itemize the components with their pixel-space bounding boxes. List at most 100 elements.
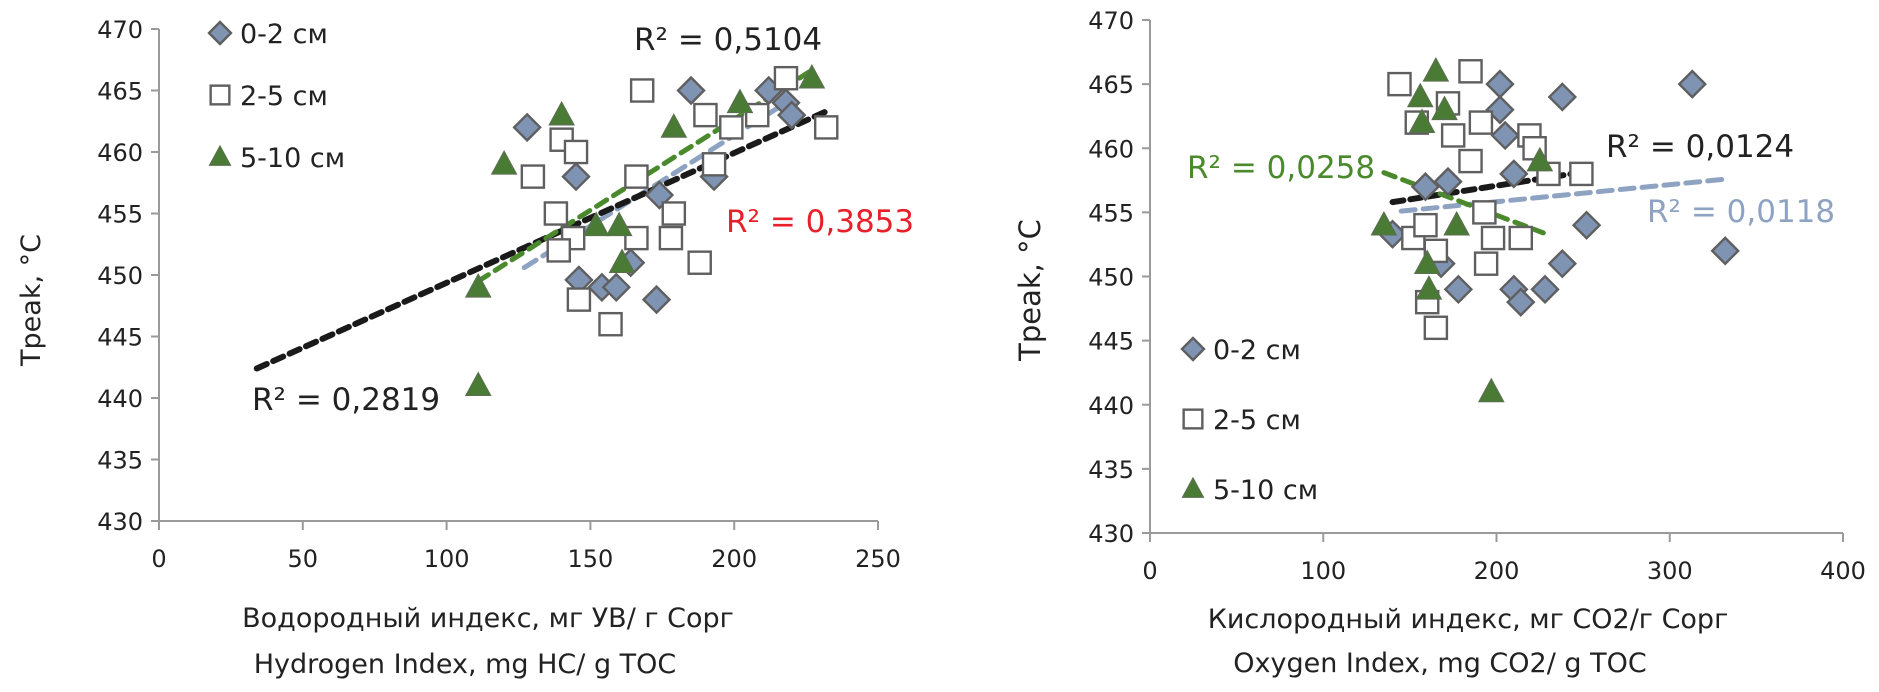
legend: 0-2 см 2-5 см 5-10 см xyxy=(207,19,345,174)
data-point-triangle xyxy=(605,211,633,237)
chart-oxygen-index: 430 435 440 445 450 455 460 465 470 0 100 200 300 400… xyxy=(1013,7,1866,679)
legend-label: 0-2 см xyxy=(1213,335,1301,366)
data-point-square xyxy=(1440,123,1466,148)
y-tick-label: 435 xyxy=(1088,456,1134,484)
data-point-square xyxy=(719,115,744,140)
legend-label: 5-10 см xyxy=(1213,475,1318,506)
y-tick-label: 470 xyxy=(1088,7,1134,35)
data-point-diamond xyxy=(1490,120,1520,151)
trendline-2-5-см xyxy=(253,108,830,372)
r2-label: R² = 0,3853 xyxy=(726,204,914,240)
legend-label: 2-5 см xyxy=(240,81,328,112)
data-point-square xyxy=(1387,71,1412,97)
data-point-square xyxy=(546,238,572,263)
data-point-square xyxy=(624,225,649,251)
y-axis-title: Tpeak, °C xyxy=(1013,219,1047,362)
data-point-diamond xyxy=(641,284,672,315)
r2-label: R² = 0,2819 xyxy=(252,382,440,418)
data-points xyxy=(464,63,839,397)
data-point-diamond xyxy=(676,75,706,106)
data-point-square xyxy=(598,311,623,337)
data-point-triangle xyxy=(464,273,492,298)
data-point-diamond xyxy=(1443,274,1474,305)
data-point-triangle xyxy=(798,63,826,89)
data-point-square xyxy=(566,287,592,312)
legend-marker-square xyxy=(1182,408,1204,430)
data-point-square xyxy=(701,152,727,177)
y-tick-label: 450 xyxy=(97,262,143,290)
legend: 0-2 см 2-5 см 5-10 см xyxy=(1180,335,1318,506)
data-point-triangle xyxy=(1422,57,1450,82)
y-tick-label: 445 xyxy=(1088,328,1134,356)
legend-item: 0-2 см xyxy=(1180,335,1301,366)
trendline-5-10-см xyxy=(1381,170,1546,236)
data-point-square xyxy=(1473,251,1499,276)
legend-marker-diamond xyxy=(1180,336,1206,362)
x-tick-label: 150 xyxy=(567,545,613,573)
y-tick-label: 465 xyxy=(97,78,143,106)
x-tick-label: 200 xyxy=(1474,557,1520,585)
x-axis-title: Кислородный индекс, мг CO2/г Сорг xyxy=(1208,604,1729,635)
y-tick-label: 455 xyxy=(1088,199,1134,227)
y-tick-label: 460 xyxy=(1088,135,1134,163)
x-tick-label: 100 xyxy=(424,545,470,573)
y-tick-label: 440 xyxy=(97,385,143,413)
chart-hydrogen-index: 430 435 440 445 450 455 460 465 470 0 50 100 150 200 2… xyxy=(16,16,914,680)
x-tick-label: 250 xyxy=(855,545,901,573)
y-tick-label: 465 xyxy=(1088,71,1134,99)
legend-marker-triangle xyxy=(208,144,232,166)
data-point-square xyxy=(520,164,546,189)
data-point-square xyxy=(1413,212,1438,238)
data-point-diamond xyxy=(1499,159,1529,189)
data-point-square xyxy=(1458,59,1483,84)
r2-label: R² = 0,0258 xyxy=(1187,150,1375,186)
legend-marker-triangle xyxy=(1181,476,1205,498)
x-tick-label: 50 xyxy=(288,545,319,573)
legend-label: 0-2 см xyxy=(240,19,328,50)
legend-item: 0-2 см xyxy=(207,19,328,50)
r2-labels: R² = 0,0118 R² = 0,0124 R² = 0,0258 xyxy=(1187,129,1835,230)
r2-labels: R² = 0,3853 R² = 0,2819 R² = 0,5104 xyxy=(252,22,914,418)
y-tick-label: 455 xyxy=(97,201,143,229)
legend-label: 2-5 см xyxy=(1213,405,1301,436)
legend-item: 5-10 см xyxy=(1181,475,1318,506)
data-point-diamond xyxy=(1506,287,1536,317)
y-axis-title: Tpeak, °C xyxy=(16,234,47,367)
data-point-diamond xyxy=(512,112,542,143)
data-point-diamond xyxy=(1433,166,1463,197)
data-point-square xyxy=(773,65,799,91)
y-tick-label: 435 xyxy=(97,447,143,475)
legend-marker-square xyxy=(209,84,231,106)
x-tick-label: 0 xyxy=(1142,557,1157,585)
data-point-square xyxy=(744,102,770,128)
axes: 430 435 440 445 450 455 460 465 470 0 50 100 150 200 2… xyxy=(97,16,901,573)
data-point-diamond xyxy=(1485,95,1515,125)
data-point-triangle xyxy=(464,371,492,397)
data-point-diamond xyxy=(1485,69,1515,99)
data-point-triangle xyxy=(1526,146,1554,172)
x-axis-title-en: Oxygen Index, mg CO2/ g TOC xyxy=(1233,648,1646,679)
data-point-square xyxy=(1468,110,1494,135)
data-point-triangle xyxy=(1406,82,1434,108)
data-point-triangle xyxy=(660,113,688,138)
y-tick-label: 445 xyxy=(97,324,143,352)
y-tick-label: 450 xyxy=(1088,264,1134,292)
x-tick-label: 200 xyxy=(711,545,757,573)
data-point-triangle xyxy=(1413,249,1441,275)
legend-marker-diamond xyxy=(207,20,233,46)
x-tick-label: 300 xyxy=(1647,557,1693,585)
data-point-triangle xyxy=(582,211,610,237)
x-axis-title: Водородный индекс, мг УВ/ г Сорг xyxy=(242,603,734,634)
legend-label: 5-10 см xyxy=(240,143,345,174)
data-point-triangle xyxy=(1477,377,1505,403)
y-tick-label: 460 xyxy=(97,139,143,167)
data-point-square xyxy=(658,225,684,251)
x-tick-label: 100 xyxy=(1300,557,1346,585)
data-point-square xyxy=(693,102,718,128)
data-point-square xyxy=(1458,148,1483,174)
data-point-diamond xyxy=(1571,210,1602,240)
y-tick-label: 430 xyxy=(1088,520,1134,548)
legend-item: 5-10 см xyxy=(208,143,345,174)
data-point-square xyxy=(1508,225,1534,251)
data-point-square xyxy=(687,250,712,275)
